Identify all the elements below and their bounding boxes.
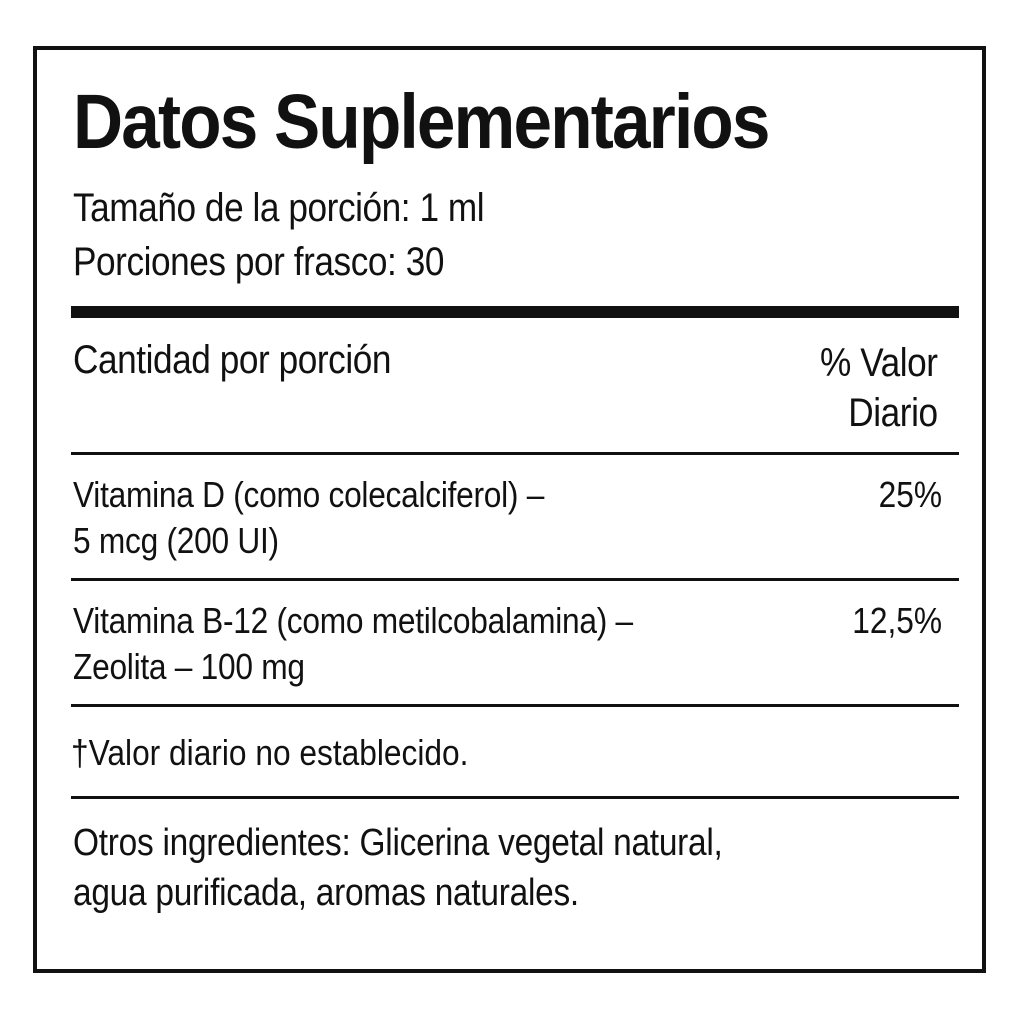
divider — [71, 578, 959, 581]
daily-value-footnote: †Valor diario no establecido. — [71, 730, 468, 776]
panel-title: Datos Suplementarios — [73, 79, 770, 165]
amount-per-serving-header: Cantidad por porción — [73, 338, 391, 382]
nutrient-name: Vitamina D (como colecalciferol) – — [73, 474, 545, 515]
nutrient-daily-value: 12,5% — [852, 600, 942, 641]
dagger-icon: † — [71, 732, 89, 773]
nutrient-name: Vitamina B-12 (como metilcobalamina) – — [73, 600, 633, 641]
supplement-facts-panel: Datos Suplementarios Tamaño de la porció… — [33, 46, 986, 973]
other-ingredients-line2: agua purificada, aromas naturales. — [73, 872, 579, 914]
nutrient-row-vitamin-b12: Vitamina B-12 (como metilcobalamina) – Z… — [73, 598, 633, 690]
nutrient-daily-value: 25% — [878, 474, 942, 515]
other-ingredients: Otros ingredientes: Glicerina vegetal na… — [73, 818, 723, 918]
divider — [71, 452, 959, 455]
nutrient-amount: 5 mcg (200 UI) — [73, 520, 279, 561]
other-ingredients-line1: Otros ingredientes: Glicerina vegetal na… — [73, 822, 723, 864]
daily-value-header: % Valor Diario — [820, 338, 938, 438]
serving-size: Tamaño de la porción: 1 ml — [73, 186, 485, 230]
daily-value-header-line1: % Valor — [820, 341, 938, 385]
daily-value-header-line2: Diario — [848, 391, 939, 435]
servings-per-container: Porciones por frasco: 30 — [73, 240, 444, 284]
footnote-text: Valor diario no establecido. — [88, 732, 469, 773]
divider — [71, 796, 959, 799]
nutrient-amount: Zeolita – 100 mg — [73, 646, 305, 687]
nutrient-row-vitamin-d: Vitamina D (como colecalciferol) – 5 mcg… — [73, 472, 544, 564]
thick-divider — [71, 306, 959, 318]
divider — [71, 704, 959, 707]
